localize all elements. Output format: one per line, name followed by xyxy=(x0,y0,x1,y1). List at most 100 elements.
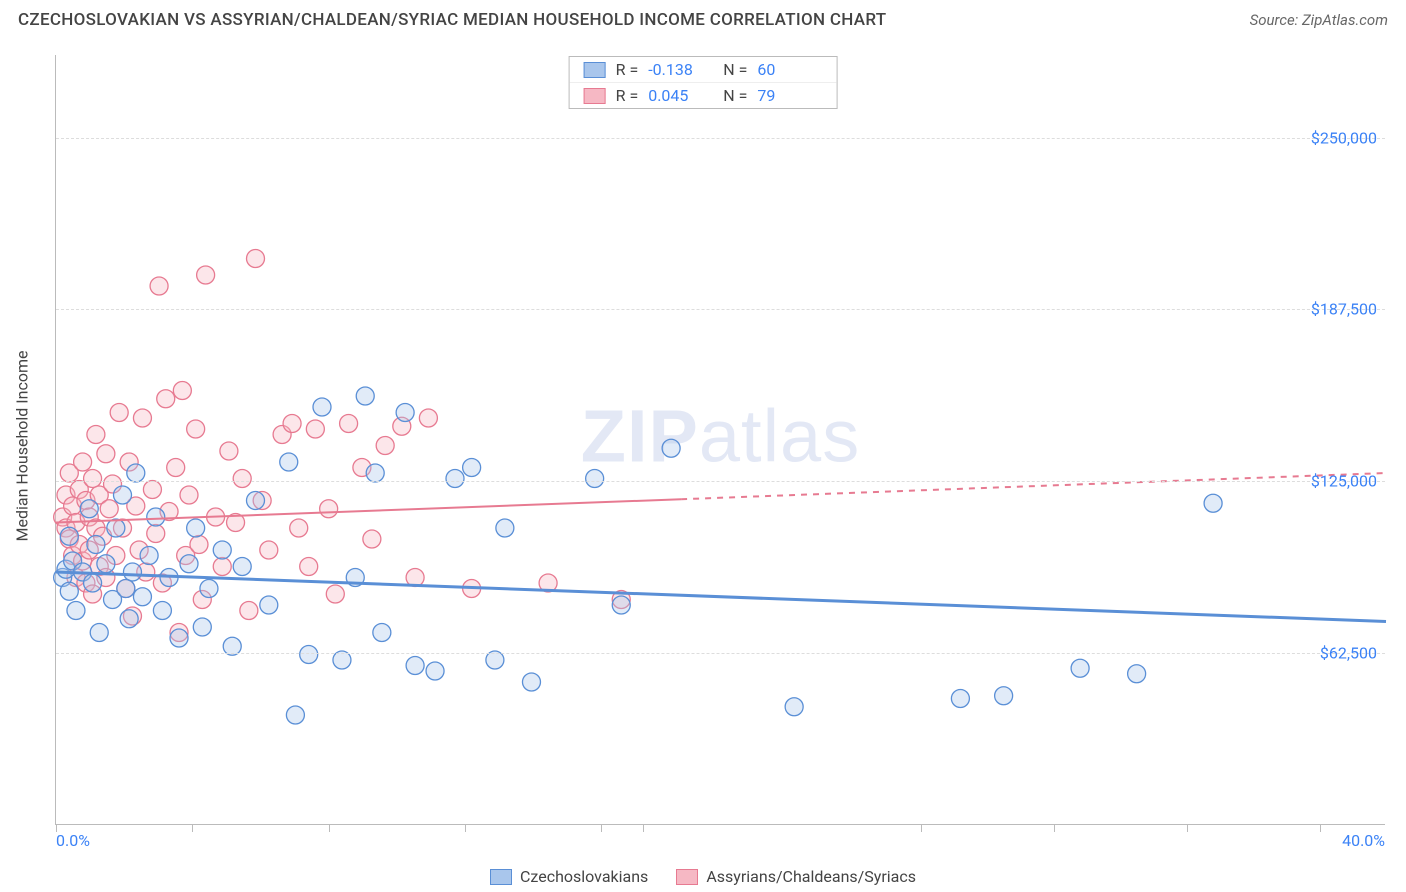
legend-label: Czechoslovakians xyxy=(520,867,648,886)
y-axis-label: Median Household Income xyxy=(13,351,32,542)
scatter-point xyxy=(313,398,331,416)
x-tick xyxy=(1320,824,1321,832)
scatter-point xyxy=(97,555,115,573)
scatter-point xyxy=(100,500,118,518)
scatter-point xyxy=(187,519,205,537)
stats-legend-row: R =0.045N =79 xyxy=(570,82,837,108)
scatter-point xyxy=(356,387,374,405)
scatter-point xyxy=(406,657,424,675)
scatter-point xyxy=(376,437,394,455)
scatter-point xyxy=(117,580,135,598)
r-value: -0.138 xyxy=(648,60,703,79)
r-value: 0.045 xyxy=(648,86,703,105)
scatter-point xyxy=(180,555,198,573)
scatter-point xyxy=(233,558,251,576)
y-tick-label: $187,500 xyxy=(1311,300,1377,319)
scatter-point xyxy=(197,266,215,284)
scatter-point xyxy=(463,459,481,477)
legend-item: Assyrians/Chaldeans/Syriacs xyxy=(676,867,916,886)
legend-swatch xyxy=(676,869,698,885)
scatter-point xyxy=(1204,494,1222,512)
scatter-point xyxy=(60,527,78,545)
scatter-point xyxy=(110,404,128,422)
source-label: Source: ZipAtlas.com xyxy=(1250,11,1388,29)
scatter-point xyxy=(193,618,211,636)
y-tick-label: $250,000 xyxy=(1311,128,1377,147)
scatter-point xyxy=(67,602,85,620)
scatter-point xyxy=(951,690,969,708)
scatter-point xyxy=(260,596,278,614)
scatter-point xyxy=(147,525,165,543)
scatter-point xyxy=(340,415,358,433)
scatter-point xyxy=(300,646,318,664)
scatter-point xyxy=(133,588,151,606)
n-value: 60 xyxy=(757,60,812,79)
scatter-point xyxy=(240,602,258,620)
scatter-point xyxy=(300,558,318,576)
x-max-label: 40.0% xyxy=(1342,831,1385,850)
scatter-point xyxy=(1128,665,1146,683)
scatter-point xyxy=(200,580,218,598)
scatter-point xyxy=(143,481,161,499)
series-legend: Czechoslovakians Assyrians/Chaldeans/Syri… xyxy=(490,867,916,886)
n-label: N = xyxy=(723,86,747,105)
chart-title: CZECHOSLOVAKIAN VS ASSYRIAN/CHALDEAN/SYR… xyxy=(18,10,886,30)
x-tick xyxy=(56,824,57,832)
scatter-point xyxy=(662,439,680,457)
legend-label: Assyrians/Chaldeans/Syriacs xyxy=(706,867,916,886)
scatter-point xyxy=(114,486,132,504)
scatter-point xyxy=(213,558,231,576)
scatter-point xyxy=(123,563,141,581)
plot-area: ZIPatlas 0.0% 40.0% $62,500$125,000$187,… xyxy=(55,55,1385,825)
legend-swatch xyxy=(490,869,512,885)
scatter-point xyxy=(107,519,125,537)
x-tick xyxy=(601,824,602,832)
scatter-point xyxy=(60,582,78,600)
scatter-point xyxy=(147,508,165,526)
scatter-point xyxy=(213,541,231,559)
scatter-point xyxy=(1071,659,1089,677)
scatter-point xyxy=(170,629,188,647)
scatter-point xyxy=(260,541,278,559)
scatter-point xyxy=(84,470,102,488)
scatter-point xyxy=(157,390,175,408)
scatter-point xyxy=(426,662,444,680)
scatter-point xyxy=(150,277,168,295)
scatter-point xyxy=(87,536,105,554)
scatter-point xyxy=(80,500,98,518)
x-tick xyxy=(921,824,922,832)
scatter-point xyxy=(84,574,102,592)
gridline xyxy=(56,138,1385,139)
x-tick xyxy=(1054,824,1055,832)
scatter-point xyxy=(247,250,265,268)
stats-legend-row: R =-0.138N =60 xyxy=(570,57,837,82)
legend-swatch xyxy=(584,62,606,78)
x-min-label: 0.0% xyxy=(56,831,90,850)
scatter-point xyxy=(785,698,803,716)
scatter-point xyxy=(167,459,185,477)
n-label: N = xyxy=(723,60,747,79)
scatter-point xyxy=(419,409,437,427)
y-tick-label: $62,500 xyxy=(1320,644,1377,663)
scatter-point xyxy=(74,453,92,471)
x-tick xyxy=(1187,824,1188,832)
scatter-point xyxy=(373,624,391,642)
scatter-point xyxy=(140,547,158,565)
gridline xyxy=(56,481,1385,482)
scatter-point xyxy=(247,492,265,510)
scatter-point xyxy=(190,536,208,554)
scatter-point xyxy=(127,464,145,482)
scatter-point xyxy=(496,519,514,537)
chart-svg xyxy=(56,55,1385,824)
scatter-point xyxy=(233,470,251,488)
y-tick-label: $125,000 xyxy=(1311,472,1377,491)
scatter-point xyxy=(280,453,298,471)
scatter-point xyxy=(522,673,540,691)
x-tick xyxy=(192,824,193,832)
n-value: 79 xyxy=(757,86,812,105)
scatter-point xyxy=(612,596,630,614)
x-tick xyxy=(643,824,644,832)
scatter-point xyxy=(363,530,381,548)
stats-legend: R =-0.138N =60R =0.045N =79 xyxy=(569,56,838,109)
scatter-point xyxy=(87,426,105,444)
